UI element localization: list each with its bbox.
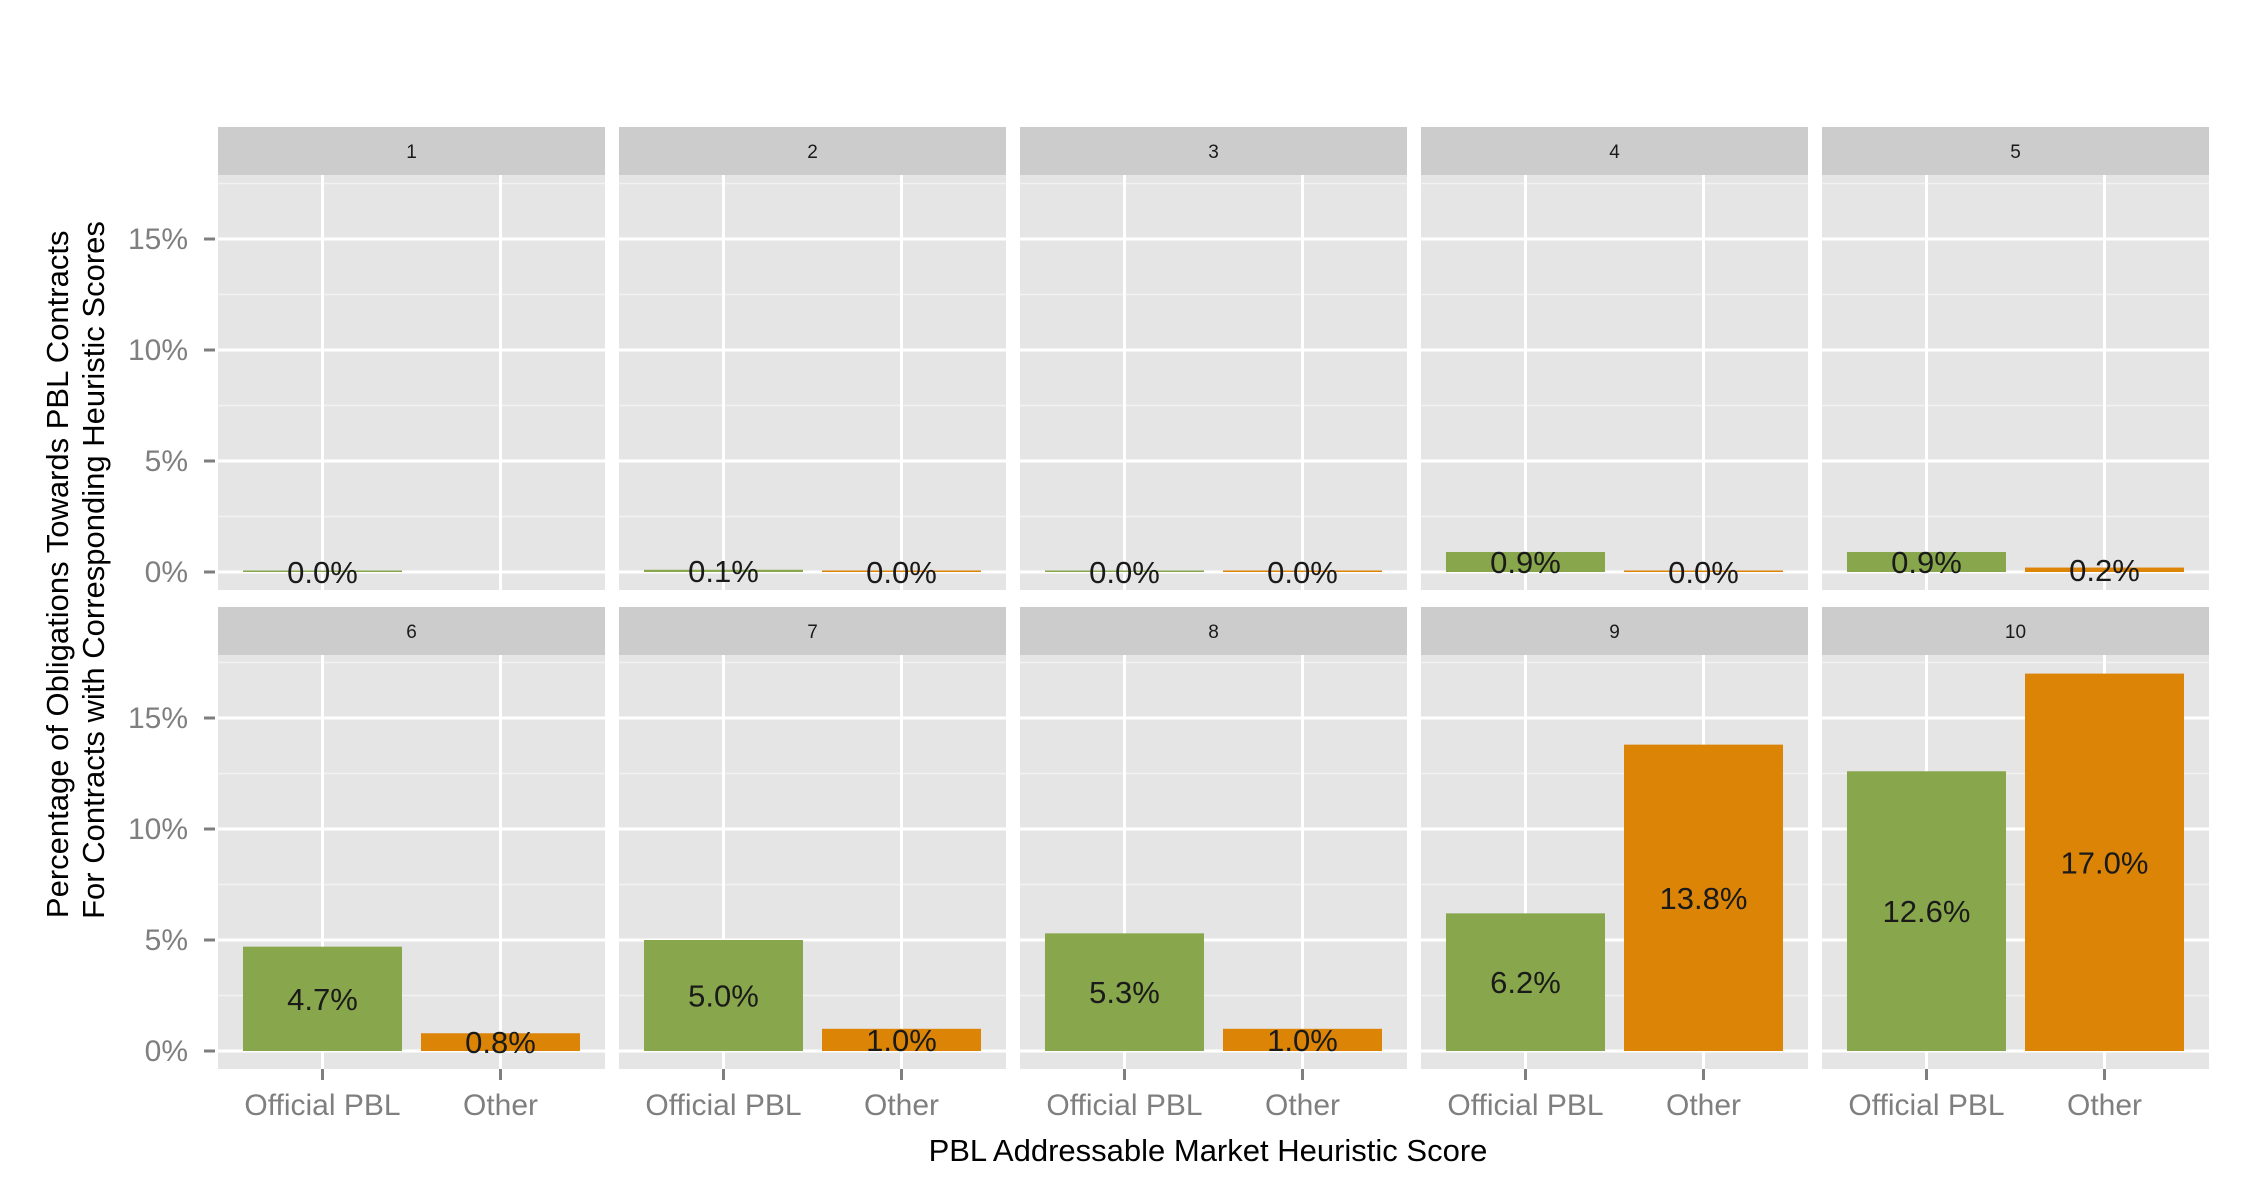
bar-official-pbl-1 (242, 570, 402, 572)
y-axis-title-line-2: For Contracts with Corresponding Heurist… (76, 221, 111, 919)
data-label-other-10: 17.0% (2061, 845, 2149, 880)
facet-strip-label: 9 (1609, 622, 1620, 643)
facet-strip (218, 127, 605, 175)
bar-official-pbl-2 (643, 569, 803, 572)
x-tick-label-official-pbl: Official PBL (1046, 1089, 1202, 1122)
data-label-official-pbl-9: 6.2% (1490, 965, 1561, 1000)
axes: Official PBL Other Official PBL Other Offici… (128, 223, 2142, 1122)
data-label-other-8: 1.0% (1267, 1023, 1338, 1058)
bar-other-3 (1223, 570, 1383, 572)
facet-panel-6: 6 4.7% 0.8% (218, 607, 605, 1069)
bar-other-10 (2025, 673, 2185, 1051)
bar-official-pbl-5 (1846, 552, 2006, 572)
bar-official-pbl-9 (1445, 913, 1605, 1051)
bar-official-pbl-7 (643, 940, 803, 1051)
panel-background (218, 175, 605, 590)
facet-strip-label: 8 (1208, 622, 1219, 643)
facet-strip (1421, 127, 1808, 175)
facet-panel-1: 1 0.0% (218, 127, 605, 590)
facet-panel-8: 8 5.3% 1.0% (1020, 607, 1407, 1069)
facet-strip-label: 5 (2010, 142, 2021, 163)
data-label-official-pbl-8: 5.3% (1089, 975, 1160, 1010)
facet-panel-2: 2 0.1% 0.0% (619, 127, 1006, 590)
facet-strip-label: 4 (1609, 142, 1620, 163)
y-axis-title-line-1: Percentage of Obligations Towards PBL Co… (40, 231, 75, 919)
facet-strip-label: 1 (406, 142, 417, 163)
facet-strip (218, 607, 605, 655)
facet-strip (1020, 127, 1407, 175)
data-label-other-6: 0.8% (465, 1025, 536, 1060)
x-axis-title: PBL Addressable Market Heuristic Score (929, 1133, 1488, 1168)
panel-background (1020, 175, 1407, 590)
y-tick-label: 15% (128, 702, 188, 735)
data-label-official-pbl-5: 0.9% (1891, 545, 1962, 580)
y-tick-label: 15% (128, 223, 188, 256)
data-label-other-5: 0.2% (2069, 553, 2140, 588)
bar-other-9 (1624, 744, 1784, 1051)
bar-official-pbl-10 (1846, 771, 2006, 1051)
facet-strip (1822, 607, 2209, 655)
facet-panel-10: 10 12.6% 17.0% (1822, 607, 2209, 1069)
bar-other-6 (421, 1033, 581, 1051)
data-label-official-pbl-2: 0.1% (688, 554, 759, 589)
data-label-official-pbl-4: 0.9% (1490, 545, 1561, 580)
facet-strip-label: 7 (807, 622, 818, 643)
bar-other-4 (1624, 570, 1784, 572)
facet-panel-9: 9 6.2% 13.8% (1421, 607, 1808, 1069)
facet-panels: 1 0.0% 2 0.1% 0.0% 3 0.0% 0.0% 4 0.9% 0.0% 5 0.9% 0.2… (218, 127, 2209, 1069)
data-label-other-4: 0.0% (1668, 555, 1739, 590)
x-tick-label-official-pbl: Official PBL (645, 1089, 801, 1122)
facet-strip-label: 2 (807, 142, 818, 163)
data-label-other-9: 13.8% (1660, 881, 1748, 916)
facet-panel-7: 7 5.0% 1.0% (619, 607, 1006, 1069)
facet-strip (619, 127, 1006, 175)
data-label-other-2: 0.0% (866, 555, 937, 590)
y-tick-label: 5% (145, 924, 188, 957)
facet-strip-label: 6 (406, 622, 417, 643)
bar-official-pbl-8 (1044, 933, 1204, 1051)
bar-official-pbl-4 (1445, 552, 1605, 572)
x-tick-label-official-pbl: Official PBL (1848, 1089, 2004, 1122)
data-label-official-pbl-1: 0.0% (287, 555, 358, 590)
y-tick-label: 0% (145, 556, 188, 589)
data-label-other-3: 0.0% (1267, 555, 1338, 590)
facet-strip (1822, 127, 2209, 175)
facet-strip (1421, 607, 1808, 655)
panel-background (1822, 175, 2209, 590)
y-axis-title: Percentage of Obligations Towards PBL Co… (40, 221, 111, 919)
x-tick-label-other: Other (463, 1089, 538, 1122)
facet-panel-4: 4 0.9% 0.0% (1421, 127, 1808, 590)
data-label-other-7: 1.0% (866, 1023, 937, 1058)
bar-other-5 (2025, 567, 2185, 572)
panel-background (1421, 175, 1808, 590)
x-tick-label-other: Other (864, 1089, 939, 1122)
facet-panel-3: 3 0.0% 0.0% (1020, 127, 1407, 590)
data-label-official-pbl-3: 0.0% (1089, 555, 1160, 590)
facet-strip-label: 3 (1208, 142, 1219, 163)
bar-official-pbl-3 (1044, 570, 1204, 572)
data-label-official-pbl-10: 12.6% (1883, 894, 1971, 929)
facet-panel-5: 5 0.9% 0.2% (1822, 127, 2209, 590)
facet-strip-label: 10 (2005, 622, 2026, 643)
bar-other-2 (822, 570, 982, 572)
bar-other-8 (1223, 1028, 1383, 1051)
x-tick-label-other: Other (1666, 1089, 1741, 1122)
x-tick-label-official-pbl: Official PBL (244, 1089, 400, 1122)
bar-official-pbl-6 (242, 946, 402, 1051)
x-tick-label-official-pbl: Official PBL (1447, 1089, 1603, 1122)
y-tick-label: 5% (145, 445, 188, 478)
bar-other-7 (822, 1028, 982, 1051)
y-tick-label: 0% (145, 1035, 188, 1068)
x-tick-label-other: Other (2067, 1089, 2142, 1122)
panel-background (619, 175, 1006, 590)
y-tick-label: 10% (128, 813, 188, 846)
x-tick-label-other: Other (1265, 1089, 1340, 1122)
data-label-official-pbl-7: 5.0% (688, 979, 759, 1014)
data-label-official-pbl-6: 4.7% (287, 982, 358, 1017)
facet-strip (619, 607, 1006, 655)
y-tick-label: 10% (128, 334, 188, 367)
facet-strip (1020, 607, 1407, 655)
